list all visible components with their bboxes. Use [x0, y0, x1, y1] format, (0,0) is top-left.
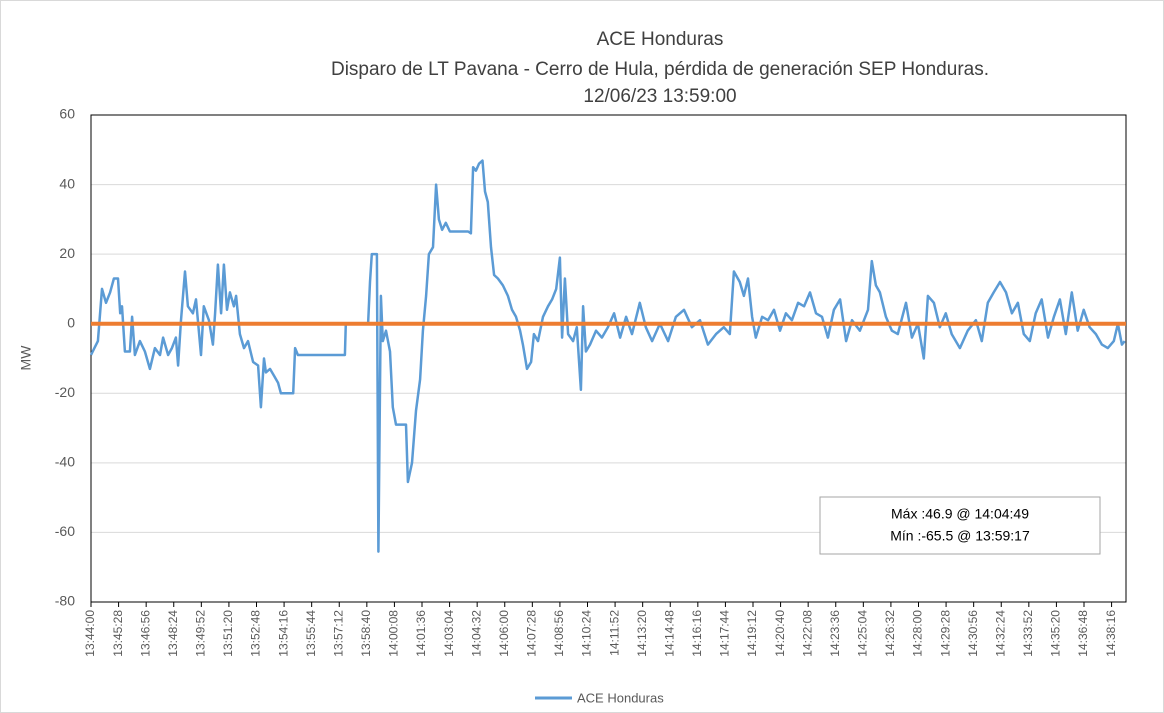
x-tick-label: 14:22:08: [800, 610, 814, 657]
y-tick-label: -20: [55, 384, 75, 400]
x-tick-label: 14:16:16: [690, 610, 704, 657]
y-axis-label: MW: [18, 345, 34, 371]
y-tick-label: -40: [55, 454, 75, 470]
x-tick-label: 14:28:00: [911, 610, 925, 657]
x-tick-label: 14:13:20: [635, 610, 649, 657]
x-tick-label: 13:57:12: [331, 610, 345, 657]
x-tick-label: 13:45:28: [111, 610, 125, 657]
x-tick-label: 14:26:32: [883, 610, 897, 657]
x-tick-label: 14:14:48: [662, 610, 676, 657]
x-tick-label: 14:35:20: [1049, 610, 1063, 657]
x-tick-label: 14:07:28: [525, 610, 539, 657]
x-tick-label: 14:04:32: [469, 610, 483, 657]
chart-title: ACE Honduras: [597, 29, 724, 50]
x-tick-label: 14:10:24: [580, 610, 594, 657]
x-tick-label: 14:19:12: [745, 610, 759, 657]
x-tick-label: 14:36:48: [1076, 610, 1090, 657]
plot-area: [90, 114, 1127, 603]
y-tick-label: -80: [55, 593, 75, 609]
x-tick-label: 13:51:20: [221, 610, 235, 657]
x-tick-label: 13:54:16: [276, 610, 290, 657]
x-tick-label: 14:17:44: [718, 610, 732, 657]
x-tick-label: 14:11:52: [607, 610, 621, 656]
x-tick-label: 13:52:48: [249, 610, 263, 657]
x-tick-label: 13:48:24: [166, 610, 180, 657]
x-tick-label: 14:38:16: [1104, 610, 1118, 657]
data-line: [89, 159, 1126, 553]
y-tick-label: 20: [59, 245, 75, 261]
x-tick-label: 14:03:04: [442, 610, 456, 657]
x-tick-label: 14:01:36: [414, 610, 428, 657]
x-tick-label: 14:32:24: [993, 610, 1007, 657]
annotation: Máx :46.9 @ 14:04:49: [891, 506, 1029, 522]
x-tick-label: 14:33:52: [1021, 610, 1035, 657]
x-tick-label: 14:25:04: [856, 610, 870, 657]
y-tick-label: -60: [55, 523, 75, 539]
legend-label: ACE Honduras: [577, 690, 664, 705]
x-tick-label: 14:00:08: [387, 610, 401, 657]
x-tick-label: 14:06:00: [497, 610, 511, 657]
x-tick-label: 14:29:28: [938, 610, 952, 657]
y-tick-label: 0: [67, 314, 75, 330]
x-tick-label: 14:23:36: [828, 610, 842, 657]
annotation-box: [819, 496, 1101, 555]
annotation: Mín :-65.5 @ 13:59:17: [890, 528, 1030, 544]
y-tick-label: 60: [59, 106, 75, 122]
x-tick-label: 13:49:52: [194, 610, 208, 657]
x-tick-label: 13:46:56: [138, 610, 152, 657]
chart-subtitle: 12/06/23 13:59:00: [583, 86, 736, 107]
x-tick-label: 13:55:44: [304, 610, 318, 657]
x-tick-label: 13:58:40: [359, 610, 373, 657]
y-tick-label: 40: [59, 175, 75, 191]
x-tick-label: 13:44:00: [83, 610, 97, 657]
x-tick-label: 14:08:56: [552, 610, 566, 657]
x-tick-label: 14:20:40: [773, 610, 787, 657]
x-tick-label: 14:30:56: [966, 610, 980, 657]
chart-subtitle: Disparo de LT Pavana - Cerro de Hula, pé…: [331, 59, 989, 80]
